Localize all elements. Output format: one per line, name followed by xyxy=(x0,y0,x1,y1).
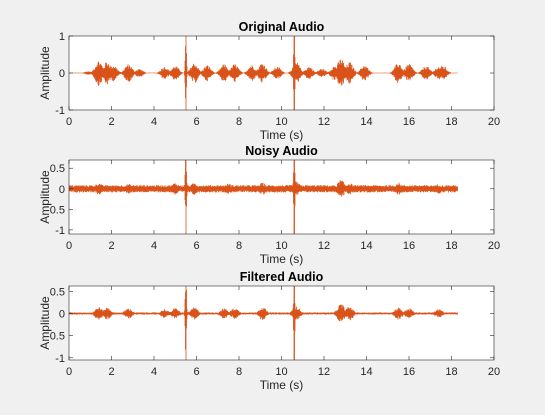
y-tick-label: 0 xyxy=(59,184,65,196)
x-tick-label: 20 xyxy=(488,116,500,128)
y-tick-label: -0.5 xyxy=(46,204,65,216)
x-tick-label: 16 xyxy=(403,240,415,252)
x-tick-label: 14 xyxy=(360,240,372,252)
x-tick-label: 16 xyxy=(403,366,415,378)
y-axis-label: Amplitude xyxy=(38,170,52,224)
y-tick-label: 0 xyxy=(59,308,65,320)
x-tick-label: 2 xyxy=(108,366,114,378)
x-tick-label: 14 xyxy=(360,366,372,378)
x-tick-label: 18 xyxy=(445,116,457,128)
x-axis-label: Time (s) xyxy=(260,128,304,142)
x-tick-label: 20 xyxy=(488,366,500,378)
x-tick-label: 14 xyxy=(360,116,372,128)
x-tick-label: 8 xyxy=(236,116,242,128)
y-tick-label: 0.5 xyxy=(50,286,65,298)
y-axis-label: Amplitude xyxy=(38,46,52,100)
x-tick-label: 2 xyxy=(108,116,114,128)
x-tick-label: 6 xyxy=(193,116,199,128)
y-tick-label: 0 xyxy=(59,68,65,80)
x-tick-label: 12 xyxy=(318,240,330,252)
x-tick-label: 20 xyxy=(488,240,500,252)
x-tick-label: 4 xyxy=(151,116,157,128)
x-tick-label: 4 xyxy=(151,240,157,252)
x-tick-label: 8 xyxy=(236,240,242,252)
y-tick-label: 0.5 xyxy=(50,163,65,175)
y-tick-label: -1 xyxy=(55,105,65,117)
x-tick-label: 12 xyxy=(318,366,330,378)
x-tick-label: 0 xyxy=(66,366,72,378)
y-tick-label: 1 xyxy=(59,31,65,43)
x-tick-label: 0 xyxy=(66,116,72,128)
x-tick-label: 8 xyxy=(236,366,242,378)
x-tick-label: 6 xyxy=(193,366,199,378)
x-tick-label: 10 xyxy=(275,366,287,378)
x-tick-label: 6 xyxy=(193,240,199,252)
x-axis-label: Time (s) xyxy=(260,378,304,392)
y-tick-label: -1 xyxy=(55,225,65,237)
waveform-0 xyxy=(69,36,458,110)
y-axis-label: Amplitude xyxy=(38,296,52,350)
x-tick-label: 2 xyxy=(108,240,114,252)
axes-title: Filtered Audio xyxy=(240,270,324,284)
x-tick-label: 0 xyxy=(66,240,72,252)
x-tick-label: 18 xyxy=(445,240,457,252)
y-tick-label: -1 xyxy=(55,353,65,365)
axes-1-background xyxy=(69,160,494,234)
x-axis-label: Time (s) xyxy=(260,252,304,266)
x-tick-label: 10 xyxy=(275,240,287,252)
x-tick-label: 10 xyxy=(275,116,287,128)
x-tick-label: 12 xyxy=(318,116,330,128)
waveform-2 xyxy=(69,286,458,360)
x-tick-label: 18 xyxy=(445,366,457,378)
x-tick-label: 4 xyxy=(151,366,157,378)
x-tick-label: 16 xyxy=(403,116,415,128)
y-tick-label: -0.5 xyxy=(46,331,65,343)
axes-title: Original Audio xyxy=(239,20,325,34)
axes-2-background xyxy=(69,286,494,360)
axes-title: Noisy Audio xyxy=(245,144,318,158)
waveform-1 xyxy=(69,160,458,234)
